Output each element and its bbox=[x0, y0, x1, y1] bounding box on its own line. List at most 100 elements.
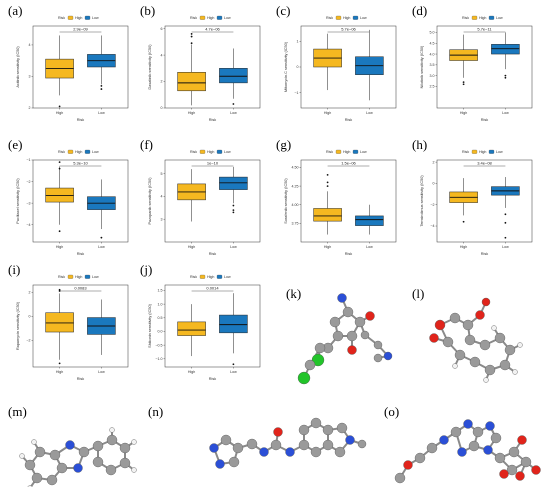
atom-c bbox=[78, 446, 90, 458]
y-tick-label: 4 bbox=[161, 195, 163, 199]
panel-label: (i) bbox=[8, 262, 20, 277]
atom-c bbox=[442, 336, 454, 348]
panel-label: (e) bbox=[8, 137, 22, 152]
p-value: 0.0083 bbox=[74, 286, 87, 291]
box-high bbox=[45, 312, 74, 333]
y-tick-label: 4 bbox=[161, 53, 163, 57]
atom-c bbox=[462, 319, 474, 331]
plot-frame bbox=[32, 159, 129, 243]
legend-swatch-low bbox=[216, 149, 223, 154]
panel-label: (l) bbox=[412, 286, 424, 301]
atom-c bbox=[504, 344, 516, 356]
atom-c bbox=[298, 424, 310, 436]
y-tick-label: 0.5 bbox=[158, 316, 163, 320]
x-tick-label: Low bbox=[502, 245, 509, 249]
legend-swatch-low bbox=[352, 149, 359, 154]
panel-label: (o) bbox=[384, 404, 399, 419]
plot-frame bbox=[436, 25, 533, 109]
p-value: 5.7e−11 bbox=[477, 27, 492, 32]
p-value: 5.7e−06 bbox=[341, 27, 356, 32]
atom-c bbox=[426, 442, 438, 454]
y-axis-label: Axitinib sensitivity (IC50) bbox=[16, 46, 20, 88]
legend-label-high: High bbox=[207, 16, 214, 20]
legend-swatch-high bbox=[335, 149, 342, 154]
panel-label: (n) bbox=[148, 404, 163, 419]
atom-c bbox=[357, 439, 367, 449]
legend-label-high: High bbox=[75, 16, 82, 20]
atom-c bbox=[454, 349, 466, 361]
plot-frame bbox=[32, 25, 129, 109]
atom-o bbox=[517, 435, 527, 445]
y-tick-label: 4.50 bbox=[292, 166, 299, 170]
outlier-point bbox=[190, 33, 193, 35]
box-panel-i: (i) Risk High Low −2 0 2 Rapamycin sensitivity … bbox=[8, 262, 129, 381]
outlier-point bbox=[326, 181, 329, 184]
atom-c bbox=[494, 332, 506, 344]
legend-label-high: High bbox=[207, 150, 214, 154]
y-axis-label: Dasatinib sensitivity (IC50) bbox=[148, 44, 152, 90]
panel-label: (a) bbox=[8, 3, 22, 18]
molecule-n: (n) bbox=[148, 404, 367, 469]
plot-frame bbox=[32, 284, 129, 368]
x-axis-label: Risk bbox=[77, 118, 84, 122]
atom-c bbox=[24, 459, 36, 471]
y-tick-label: 0.0 bbox=[158, 330, 163, 334]
legend-title: Risk bbox=[190, 16, 197, 20]
box-panel-e: (e) Risk High Low −4 −3 −2 −1 Paclitaxel sensiti… bbox=[8, 137, 129, 256]
outlier-point bbox=[462, 81, 465, 84]
x-axis-label: Risk bbox=[209, 252, 216, 256]
p-value: 1e−10 bbox=[207, 161, 219, 166]
x-axis-label: Risk bbox=[481, 118, 488, 122]
legend-swatch-low bbox=[216, 15, 223, 20]
box-high bbox=[313, 208, 342, 222]
legend-swatch-low bbox=[216, 274, 223, 279]
outlier-point bbox=[232, 211, 235, 214]
x-tick-label: Low bbox=[98, 245, 105, 249]
x-axis-label: Risk bbox=[345, 118, 352, 122]
atom-c bbox=[246, 438, 258, 450]
legend-label-high: High bbox=[75, 150, 82, 154]
box-panel-b: (b) Risk High Low 0 2 4 6 Dasatinib sensitivity … bbox=[140, 3, 261, 122]
atom-c bbox=[506, 464, 518, 476]
outlier-point bbox=[100, 236, 103, 239]
atom-o bbox=[515, 471, 525, 481]
box-panel-f: (f) Risk High Low 3 4 5 Pazopanib sensitivity (… bbox=[140, 137, 261, 256]
p-value: 4.7e−06 bbox=[205, 27, 220, 32]
outlier-point bbox=[462, 83, 465, 86]
box-panel-c: (c) Risk High Low −1 0 1 Mitomycin.C sensitivit… bbox=[276, 3, 397, 122]
legend-title: Risk bbox=[326, 150, 333, 154]
atom-c bbox=[298, 439, 310, 451]
atom-h bbox=[517, 342, 523, 348]
legend-label-low: Low bbox=[496, 16, 503, 20]
atom-h bbox=[131, 439, 137, 445]
legend-label-low: Low bbox=[92, 16, 99, 20]
y-tick-label: 3 bbox=[161, 217, 163, 221]
atom-c bbox=[494, 452, 506, 464]
atom-c bbox=[314, 342, 326, 354]
y-axis-label: Shikonin sensitivity (IC50) bbox=[148, 303, 152, 347]
atom-c bbox=[360, 330, 370, 340]
atom-n bbox=[337, 293, 347, 303]
atom-n bbox=[457, 447, 467, 457]
atom-o bbox=[429, 333, 439, 343]
box-panel-g: (g) Risk High Low 3.75 4.00 4.25 4.50 Sorafenib … bbox=[276, 137, 397, 256]
molecule-m: (m) bbox=[8, 404, 137, 487]
panel-label: (k) bbox=[286, 286, 301, 301]
y-tick-label: −3 bbox=[26, 201, 30, 205]
x-axis-label: Risk bbox=[77, 377, 84, 381]
y-tick-label: −4 bbox=[430, 224, 434, 228]
x-tick-label: Low bbox=[98, 111, 105, 115]
box-panel-d: (d) Risk High Low 2.5 3.0 3.5 4.0 4.5 5.0 Nilotini… bbox=[412, 3, 533, 122]
y-tick-label: 6 bbox=[161, 27, 163, 31]
atom-c bbox=[220, 434, 232, 446]
legend-title: Risk bbox=[462, 16, 469, 20]
atom-o bbox=[273, 427, 283, 437]
legend-swatch-high bbox=[199, 274, 206, 279]
atom-o bbox=[475, 310, 485, 320]
atom-c bbox=[450, 426, 462, 438]
y-tick-label: 3.75 bbox=[292, 222, 299, 226]
legend-label-high: High bbox=[479, 150, 486, 154]
molecule-k: (k) bbox=[286, 286, 393, 385]
legend-label-high: High bbox=[343, 16, 350, 20]
outlier-point bbox=[58, 290, 61, 292]
